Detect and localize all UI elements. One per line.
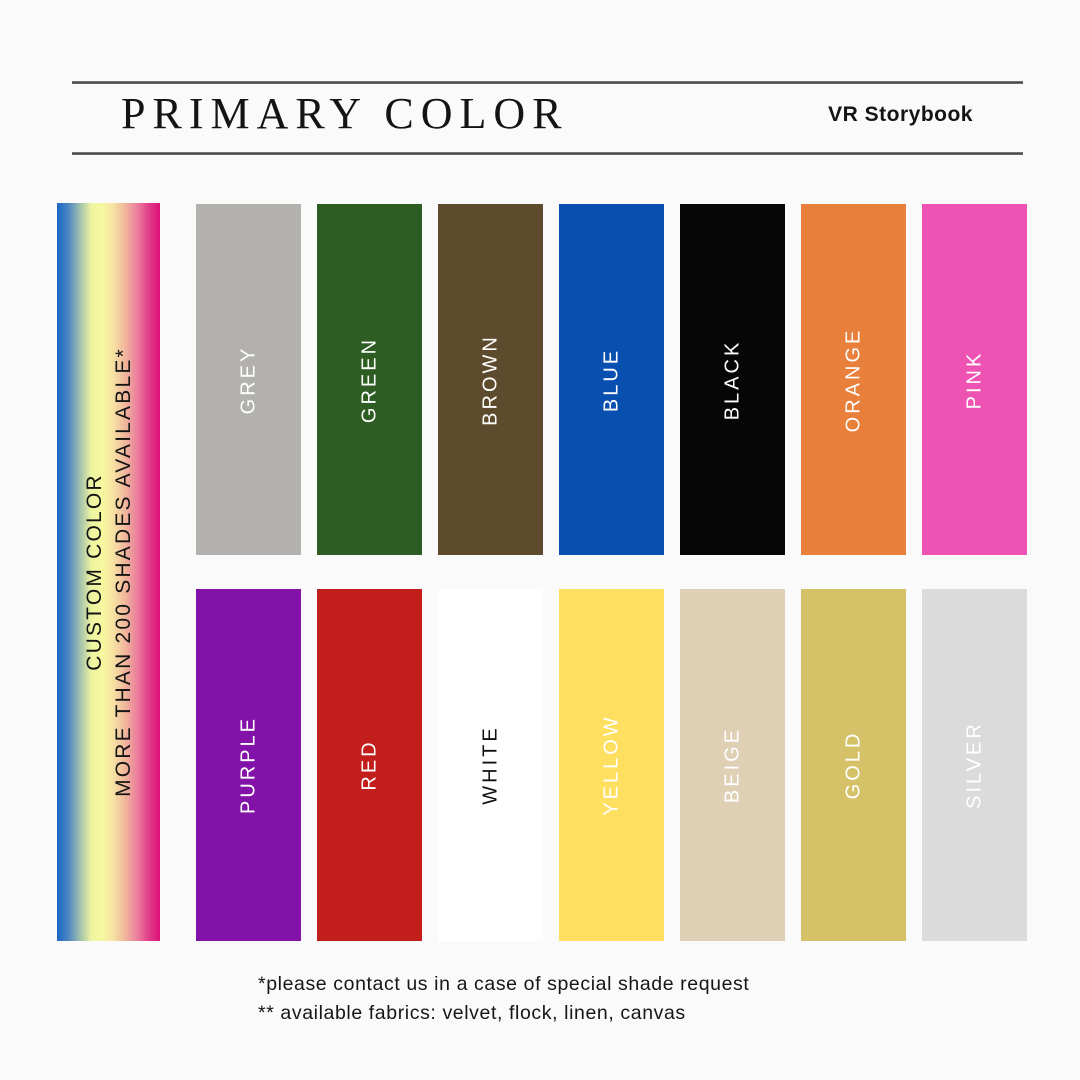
swatch-grey: GREY (196, 204, 301, 555)
swatch-silver: SILVER (922, 589, 1027, 941)
swatch-label-purple: PURPLE (237, 715, 259, 815)
swatch-label-green: GREEN (358, 336, 380, 423)
custom-color-caption-line1: CUSTOM COLOR (82, 473, 106, 671)
custom-color-caption: CUSTOM COLOR MORE THAN 200 SHADES AVAILA… (80, 347, 138, 797)
swatch-label-beige: BEIGE (721, 726, 743, 804)
swatch-label-blue: BLUE (600, 347, 622, 412)
swatch-label-grey: GREY (237, 345, 259, 414)
footnotes: *please contact us in a case of special … (258, 970, 749, 1028)
swatch-gold: GOLD (801, 589, 906, 941)
brand-name: VR Storybook (828, 103, 973, 126)
swatch-label-white: WHITE (479, 725, 501, 805)
swatch-label-black: BLACK (721, 339, 743, 420)
swatch-label-pink: PINK (963, 350, 985, 409)
custom-color-caption-line2: MORE THAN 200 SHADES AVAILABLE* (111, 347, 135, 797)
swatch-blue: BLUE (559, 204, 664, 555)
swatch-grid: GREY GREEN BROWN BLUE BLACK ORANGE PINK PURPLE R… (196, 204, 1027, 941)
swatch-green: GREEN (317, 204, 422, 555)
footnote-shade-request: *please contact us in a case of special … (258, 973, 750, 995)
swatch-white: WHITE (438, 589, 543, 941)
swatch-yellow: YELLOW (559, 589, 664, 941)
header-rule-bottom (72, 152, 1023, 155)
swatch-label-gold: GOLD (842, 730, 864, 800)
swatch-pink: PINK (922, 204, 1027, 555)
swatch-purple: PURPLE (196, 589, 301, 941)
swatch-black: BLACK (680, 204, 785, 555)
swatch-orange: ORANGE (801, 204, 906, 555)
swatch-label-orange: ORANGE (842, 327, 864, 432)
header-rule-top (72, 81, 1023, 84)
swatch-label-brown: BROWN (479, 333, 501, 426)
custom-color-gradient-bar: CUSTOM COLOR MORE THAN 200 SHADES AVAILA… (57, 203, 160, 941)
footnote-fabrics: ** available fabrics: velvet, flock, lin… (258, 1002, 686, 1024)
page-title: PRIMARY COLOR (121, 89, 569, 138)
swatch-beige: BEIGE (680, 589, 785, 941)
swatch-label-yellow: YELLOW (600, 714, 622, 816)
swatch-brown: BROWN (438, 204, 543, 555)
swatch-label-silver: SILVER (963, 721, 985, 809)
swatch-label-red: RED (358, 739, 380, 791)
swatch-red: RED (317, 589, 422, 941)
